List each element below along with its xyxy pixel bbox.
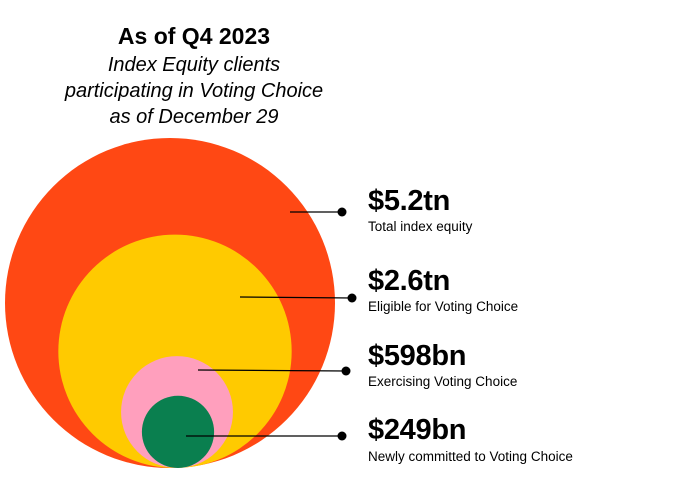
bubble-eligible: [58, 234, 292, 468]
leader-line-eligible: [239, 296, 353, 299]
chart-title: As of Q4 2023: [117, 23, 271, 49]
subtitle-line-1: Index Equity clients: [107, 54, 281, 76]
bubble-newly-committed: [141, 395, 215, 469]
value-label-exercising: $598bn: [368, 340, 467, 372]
leader-line-exercising: [197, 369, 347, 372]
subtitle-line-2: participating in Voting Choice: [64, 80, 324, 102]
desc-label-total-index-equity: Total index equity: [368, 219, 473, 234]
desc-label-newly-committed: Newly committed to Voting Choice: [368, 449, 573, 464]
chart-header: As of Q4 2023 Index Equity clients parti…: [36, 22, 352, 130]
value-label-total-index-equity: $5.2tn: [368, 185, 451, 217]
leader-dot-eligible: [347, 293, 357, 303]
value-label-newly-committed: $249bn: [368, 414, 467, 446]
leader-dot-exercising: [341, 366, 351, 376]
desc-label-exercising: Exercising Voting Choice: [368, 374, 518, 389]
desc-label-eligible: Eligible for Voting Choice: [368, 299, 519, 314]
value-label-eligible: $2.6tn: [368, 265, 451, 297]
subtitle-line-3: as of December 29: [109, 106, 279, 128]
leader-dot-newly-committed: [337, 431, 347, 441]
chart-subtitle: Index Equity clients participating in Vo…: [36, 52, 352, 130]
leader-dot-total-index-equity: [337, 207, 347, 217]
